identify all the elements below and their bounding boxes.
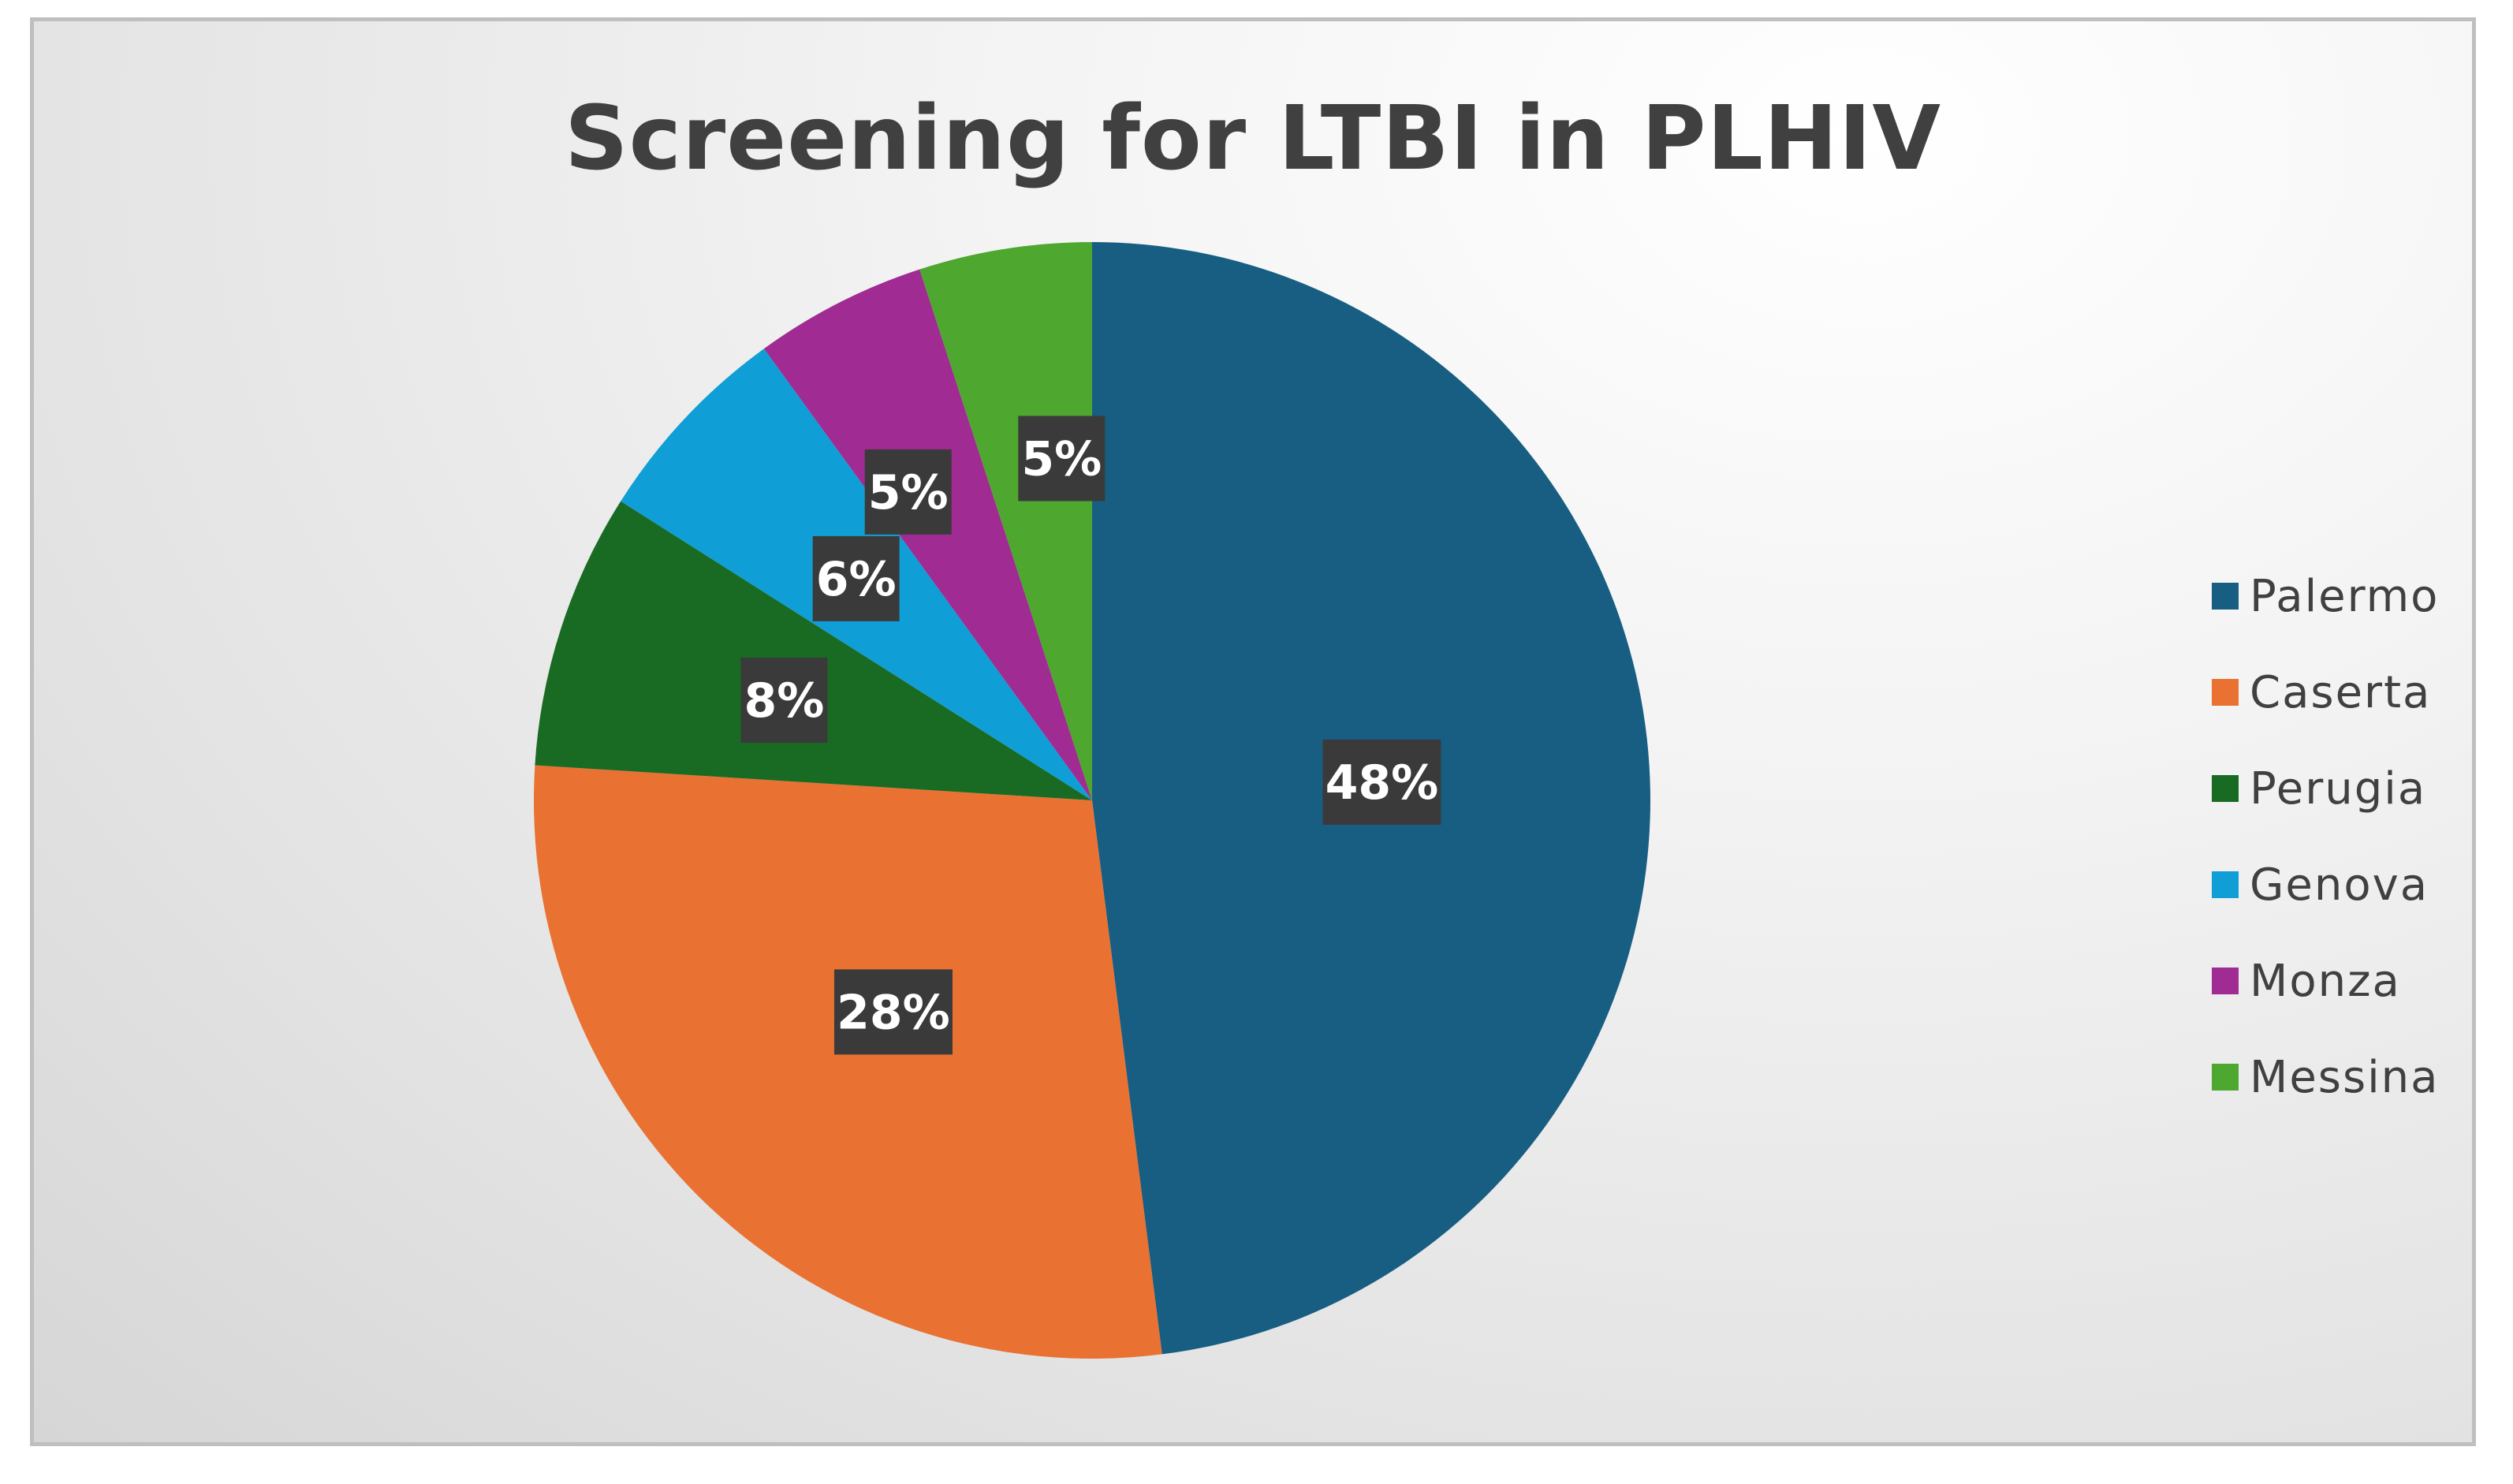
data-label-messina: 5% <box>1018 416 1105 502</box>
data-label-text: 6% <box>816 552 897 607</box>
data-label-text: 5% <box>868 465 949 520</box>
legend-item-perugia: Perugia <box>2212 740 2440 837</box>
pie-chart: 48% 28% 8% 6% 5% 5% <box>534 242 1651 1359</box>
legend-item-messina: Messina <box>2212 1029 2440 1125</box>
data-label-text: 28% <box>837 985 950 1040</box>
legend-label: Palermo <box>2250 570 2440 622</box>
pie-slice-perugia <box>535 501 1092 800</box>
pie-slice-caserta <box>534 765 1162 1359</box>
legend: Palermo Caserta Perugia Genova Monza Messina <box>2212 548 2440 1125</box>
data-label-text: 48% <box>1325 755 1439 811</box>
legend-label: Caserta <box>2250 666 2432 718</box>
legend-item-palermo: Palermo <box>2212 548 2440 644</box>
legend-swatch <box>2212 871 2239 898</box>
data-label-box <box>740 658 828 744</box>
data-label-monza: 5% <box>864 449 952 535</box>
legend-swatch <box>2212 968 2239 994</box>
legend-swatch <box>2212 583 2239 610</box>
legend-item-caserta: Caserta <box>2212 644 2440 740</box>
pie-slice-monza <box>763 269 1092 800</box>
legend-swatch <box>2212 775 2239 802</box>
legend-label: Genova <box>2250 859 2429 911</box>
legend-swatch <box>2212 1064 2239 1091</box>
legend-label: Messina <box>2250 1051 2440 1103</box>
data-label-text: 5% <box>1021 431 1102 487</box>
legend-label: Perugia <box>2250 763 2427 815</box>
data-label-box <box>864 449 952 535</box>
pie-slice-messina <box>919 242 1092 800</box>
chart-area: Screening for LTBI in PLHIV 48% 28% 8% 6% 5%… <box>30 17 2476 1446</box>
chart-title: Screening for LTBI in PLHIV <box>564 88 1942 190</box>
data-label-box <box>812 535 900 621</box>
data-label-box <box>1322 739 1441 825</box>
data-label-box <box>1018 416 1105 502</box>
legend-item-genova: Genova <box>2212 837 2440 933</box>
legend-swatch <box>2212 679 2239 706</box>
data-label-perugia: 8% <box>740 658 828 744</box>
data-label-palermo: 48% <box>1322 739 1441 825</box>
legend-label: Monza <box>2250 955 2401 1007</box>
data-label-box <box>833 969 953 1055</box>
legend-item-monza: Monza <box>2212 933 2440 1029</box>
data-label-text: 8% <box>744 673 825 729</box>
data-label-caserta: 28% <box>833 969 953 1055</box>
data-label-genova: 6% <box>812 535 900 621</box>
